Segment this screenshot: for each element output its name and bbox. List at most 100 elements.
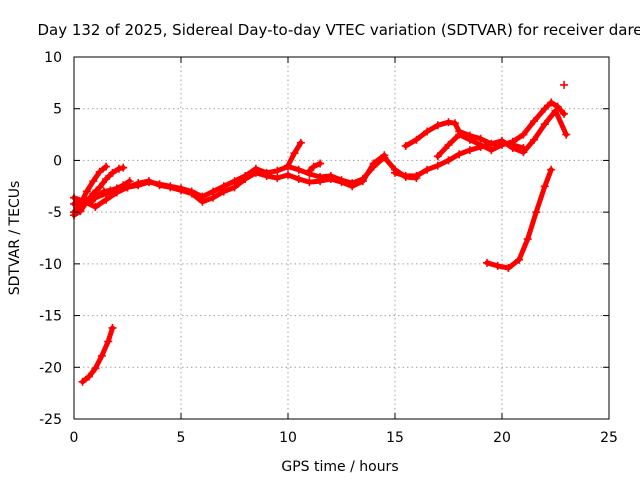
- data-point: [508, 137, 517, 146]
- y-tick-label: -5: [48, 205, 62, 221]
- data-point: [515, 255, 524, 264]
- data-point: [87, 197, 96, 206]
- data-point: [309, 162, 318, 171]
- series-band: [435, 100, 567, 159]
- data-point: [95, 183, 104, 192]
- plot-frame: [73, 56, 610, 420]
- data-point: [493, 261, 502, 270]
- data-point: [251, 168, 260, 177]
- data-point: [89, 189, 98, 198]
- series-band: [71, 164, 109, 215]
- data-point: [540, 182, 549, 191]
- data-point: [560, 80, 569, 89]
- data-point: [380, 151, 389, 160]
- data-point: [76, 207, 85, 216]
- data-point: [358, 177, 367, 186]
- x-tick-label: 0: [70, 430, 79, 446]
- data-point: [273, 166, 282, 175]
- data-point: [125, 177, 134, 186]
- data-point: [562, 130, 571, 139]
- data-point: [198, 197, 207, 206]
- data-point: [114, 164, 123, 173]
- data-point: [433, 121, 442, 130]
- data-point: [108, 168, 117, 177]
- y-tick-label: -20: [39, 360, 62, 376]
- data-point: [102, 175, 111, 184]
- data-point: [119, 181, 128, 190]
- data-point: [433, 152, 442, 161]
- data-point: [547, 165, 556, 174]
- y-tick-label: 5: [53, 102, 62, 118]
- y-tick-label: 10: [44, 50, 62, 66]
- data-point: [230, 183, 239, 192]
- y-axis-label: SDTVAR / TECUs: [7, 181, 23, 296]
- data-point: [401, 171, 410, 180]
- data-point: [155, 181, 164, 190]
- series-arc-low-early: [78, 323, 117, 386]
- data-point: [102, 195, 111, 204]
- data-point: [273, 174, 282, 183]
- data-point: [99, 187, 108, 196]
- data-point: [523, 235, 532, 244]
- data-point: [465, 146, 474, 155]
- data-point: [455, 150, 464, 159]
- data-point: [284, 170, 292, 179]
- data-point: [444, 140, 453, 149]
- data-point: [369, 159, 378, 168]
- x-tick-label: 5: [177, 430, 186, 446]
- data-point: [262, 171, 271, 180]
- data-point: [209, 193, 218, 202]
- series-arc-end-point: [560, 80, 569, 89]
- data-point: [391, 168, 399, 177]
- data-point: [530, 135, 539, 144]
- data-point: [412, 135, 421, 144]
- data-point: [89, 177, 98, 186]
- data-point: [540, 120, 549, 129]
- data-point: [337, 178, 346, 187]
- data-point: [433, 161, 442, 170]
- data-point: [97, 351, 106, 360]
- data-point: [95, 167, 104, 176]
- data-point: [290, 149, 299, 158]
- data-point: [144, 177, 153, 186]
- series-arc-mid-spur: [284, 138, 305, 170]
- data-point: [305, 166, 314, 175]
- data-point: [305, 178, 314, 187]
- grid: [74, 57, 609, 419]
- data-point: [106, 186, 115, 195]
- series-arc-late-sweep: [433, 98, 569, 161]
- data-point: [177, 186, 185, 195]
- y-tick-label: -10: [39, 257, 62, 273]
- data-point: [93, 191, 102, 200]
- data-point: [530, 117, 539, 126]
- data-point: [316, 159, 325, 168]
- data-point: [219, 187, 228, 196]
- data-point: [348, 182, 357, 191]
- series-arc-early-rise-1: [70, 162, 111, 217]
- data-point: [455, 130, 464, 139]
- data-point: [241, 175, 250, 184]
- data-point: [444, 118, 453, 127]
- data-point: [91, 202, 100, 211]
- y-tick-label: -25: [39, 412, 62, 428]
- data-point: [284, 161, 292, 170]
- x-tick-label: 25: [600, 430, 618, 446]
- data-point: [476, 140, 485, 149]
- data-point: [423, 127, 432, 136]
- x-tick-label: 15: [386, 430, 404, 446]
- series-band: [484, 167, 554, 271]
- data-point: [444, 156, 453, 165]
- data-point: [294, 175, 303, 184]
- y-tick-label: 0: [53, 153, 62, 169]
- data-point: [560, 109, 569, 118]
- data-point: [412, 171, 421, 180]
- series-arc-mid-spur-2: [305, 159, 325, 175]
- data-point: [82, 187, 91, 196]
- x-tick-label: 10: [279, 430, 297, 446]
- data-point: [483, 258, 492, 267]
- data-point: [532, 208, 541, 217]
- data-point: [498, 140, 506, 149]
- data-point: [294, 165, 303, 174]
- series-arc-early-rise-3: [87, 177, 134, 206]
